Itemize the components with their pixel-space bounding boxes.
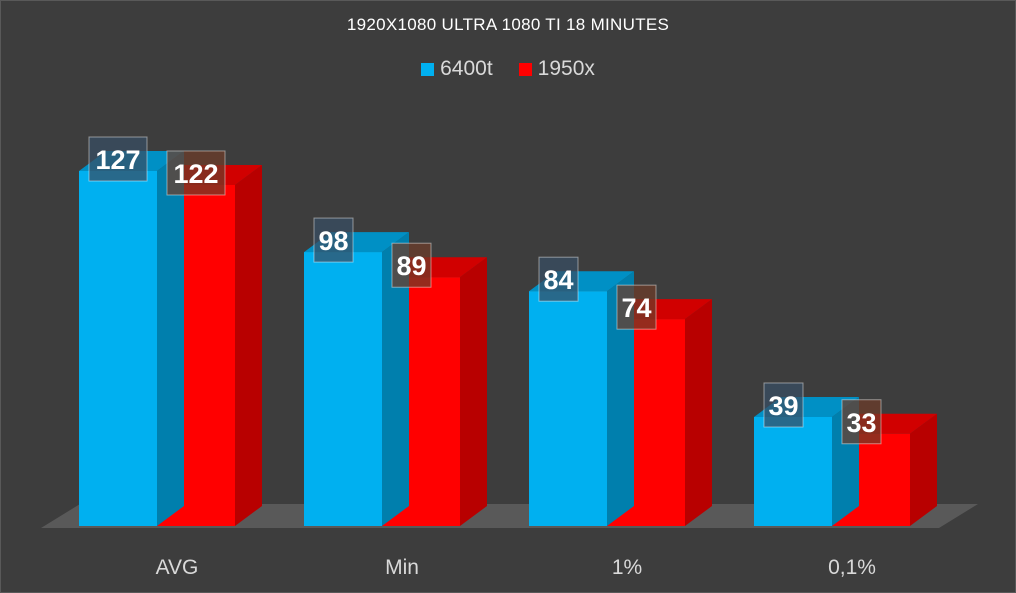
data-label-2-3: 74 — [616, 284, 657, 330]
legend-item-series-2: 1950x — [518, 57, 595, 81]
floor-plane — [41, 504, 978, 528]
legend-swatch-series-2 — [518, 62, 532, 76]
data-label-box — [313, 217, 354, 263]
bar-side — [685, 299, 712, 526]
tick-label-4: 0,1% — [828, 556, 876, 579]
data-label-box — [841, 399, 882, 445]
data-label-1-1: 127 — [88, 136, 148, 182]
category-axis: AVG Min 1% 0,1% — [156, 556, 876, 579]
tick-label-3: 1% — [612, 556, 642, 579]
legend-item-series-1: 6400t — [421, 57, 493, 81]
data-label-box — [616, 284, 657, 330]
data-label-text: 122 — [173, 159, 218, 189]
bar-side — [460, 257, 487, 526]
data-label-1-4: 39 — [763, 382, 804, 428]
bars-layer — [79, 151, 937, 526]
data-label-box — [538, 256, 579, 302]
chart-floor — [41, 504, 978, 528]
bar-side — [235, 164, 262, 526]
bar-side — [157, 151, 184, 526]
bar-side — [382, 232, 409, 526]
data-label-1-3: 84 — [538, 256, 579, 302]
data-label-text: 98 — [318, 226, 348, 256]
legend-label-series-1: 6400t — [440, 57, 493, 80]
data-label-2-4: 33 — [841, 399, 882, 445]
data-label-text: 74 — [621, 293, 651, 323]
bar-front — [79, 171, 157, 526]
bar-front — [304, 252, 382, 526]
bar-side — [607, 271, 634, 526]
data-label-text: 33 — [846, 408, 876, 438]
data-label-box — [166, 150, 226, 196]
data-label-text: 89 — [396, 251, 426, 281]
tick-label-1: AVG — [156, 556, 199, 579]
data-label-text: 127 — [95, 145, 140, 175]
data-label-text: 84 — [543, 265, 573, 295]
legend: 6400t 1950x — [1, 57, 1015, 81]
bar-1-3 — [529, 271, 634, 526]
bar-front — [529, 291, 607, 526]
data-label-text: 39 — [768, 391, 798, 421]
data-label-2-2: 89 — [391, 242, 432, 288]
legend-label-series-2: 1950x — [537, 57, 595, 80]
data-label-2-1: 122 — [166, 150, 226, 196]
data-label-box — [88, 136, 148, 182]
legend-swatch-series-1 — [421, 62, 435, 76]
bar-side — [910, 413, 937, 526]
data-label-box — [763, 382, 804, 428]
bar-front — [754, 416, 832, 526]
data-labels: 127 122 98 89 84 74 39 33 — [88, 136, 882, 445]
data-label-1-2: 98 — [313, 217, 354, 263]
tick-label-2: Min — [385, 556, 419, 579]
data-label-box — [391, 242, 432, 288]
chart-title: 1920X1080 ULTRA 1080 TI 18 MINUTES — [346, 15, 670, 34]
bar-1-1 — [79, 151, 184, 526]
